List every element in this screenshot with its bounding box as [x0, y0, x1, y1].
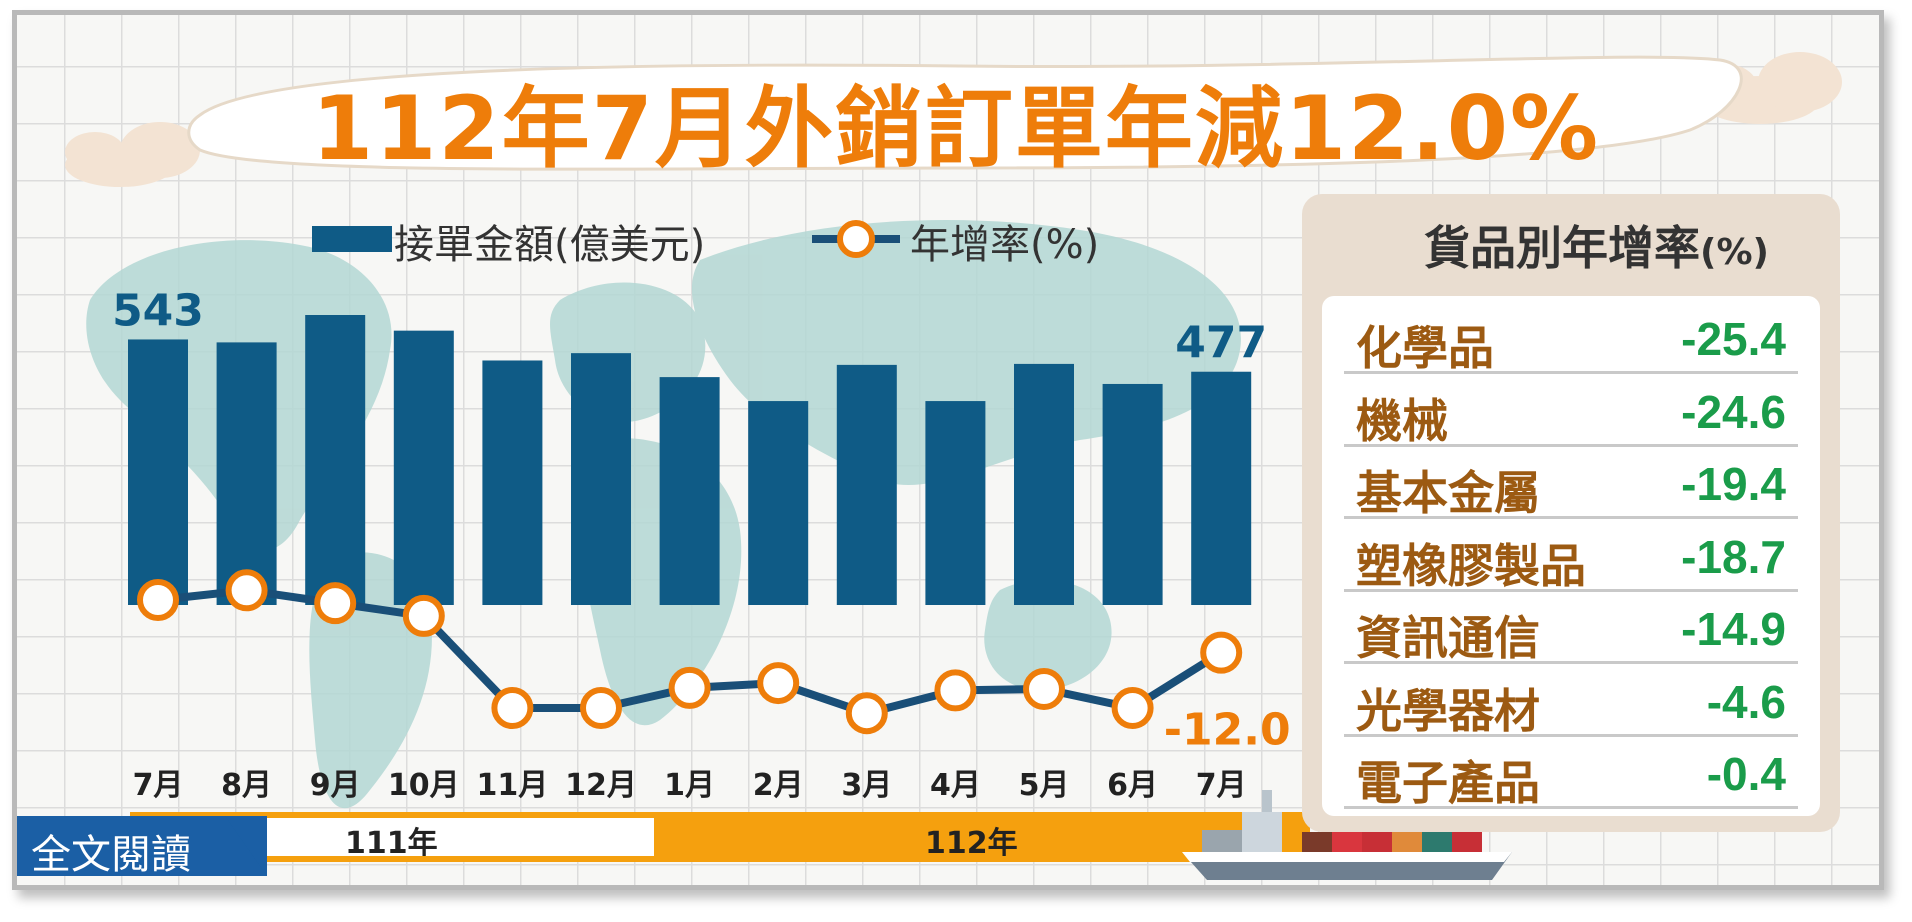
bar-11	[1102, 383, 1163, 605]
bar-3	[393, 330, 454, 605]
commodity-growth-value: -25.4	[1681, 313, 1786, 365]
commodity-growth-value: -24.6	[1681, 385, 1786, 438]
bar-7	[748, 401, 809, 605]
read-full-text-label: 全文閱讀	[31, 832, 191, 878]
page-title: 112年7月外銷訂單年減12.0%	[311, 77, 1601, 180]
commodity-growth-value: -19.4	[1681, 458, 1786, 510]
bar-5	[571, 353, 631, 605]
panel-table: 化學品 -25.4 機械 -24.6 基本金屬 -19.4 塑橡膠製品 -18.7 資訊通信 -1…	[1322, 296, 1820, 816]
commodity-name: 基本金屬	[1356, 466, 1540, 520]
x-tick-label-2: 9月	[310, 768, 361, 803]
commodity-name: 機械	[1356, 393, 1448, 448]
panel-title-unit: (%)	[1700, 232, 1769, 273]
panel-row: 化學品 -25.4	[1322, 302, 1820, 375]
x-tick-label-7: 2月	[753, 768, 804, 803]
x-tick-label-11: 6月	[1107, 768, 1158, 803]
rate-point-1	[225, 569, 268, 612]
bar-0	[128, 339, 188, 605]
panel-row: 基本金屬 -19.4	[1322, 447, 1820, 520]
data-label-0: 543	[112, 285, 204, 336]
cargo-ship-illustration	[1182, 790, 1512, 880]
row-divider	[1344, 733, 1798, 737]
panel-title: 貨品別年增率(%)	[1424, 212, 1769, 278]
x-tick-label-0: 7月	[133, 768, 184, 803]
cloud-left	[65, 122, 200, 187]
bar-series	[128, 315, 1252, 605]
commodity-name: 資訊通信	[1356, 611, 1540, 665]
x-tick-label-5: 12月	[565, 768, 637, 803]
bar-12	[1191, 371, 1252, 605]
year-label-112: 112年	[925, 826, 1018, 861]
panel-row: 電子產品 -0.4	[1322, 737, 1820, 810]
x-tick-label-6: 1月	[664, 768, 715, 803]
x-tick-label-9: 4月	[930, 768, 981, 803]
rate-point-11	[1111, 687, 1154, 729]
x-tick-label-10: 5月	[1019, 768, 1070, 803]
rate-point-6	[668, 666, 711, 709]
commodity-growth-panel: 貨品別年增率(%) 化學品 -25.4 機械 -24.6 基本金屬 -19.4 塑橡膠製品 -…	[1302, 194, 1840, 832]
x-axis-ticks: 7月 8月 9月 10月 11月 12月 1月 2月 3月 4月 5月 6月 7月	[133, 768, 1247, 803]
rate-point-10	[1023, 667, 1065, 710]
panel-title-text: 貨品別年增率	[1424, 221, 1700, 275]
rate-point-2	[314, 582, 357, 625]
year-timeline: 111年 112年	[130, 812, 1310, 862]
data-label-1: 477	[1175, 318, 1267, 369]
rate-point-8	[845, 692, 888, 735]
row-divider	[1344, 516, 1798, 519]
row-divider	[1344, 371, 1798, 374]
bar-6	[659, 377, 720, 605]
row-divider	[1344, 806, 1798, 809]
x-tick-label-12: 7月	[1196, 768, 1247, 803]
rate-point-9	[934, 669, 977, 712]
row-divider	[1344, 661, 1798, 664]
legend-line-swatch	[812, 220, 900, 258]
x-tick-label-3: 10月	[388, 768, 460, 803]
legend-bar-label: 接單金額(億美元)	[394, 222, 706, 268]
bar-10	[1014, 363, 1074, 605]
read-full-text-button[interactable]: 全文閱讀	[17, 816, 267, 878]
bar-2	[305, 315, 366, 605]
bar-1	[216, 342, 277, 605]
panel-row: 機械 -24.6	[1322, 375, 1820, 448]
bar-8	[836, 364, 897, 605]
x-tick-label-1: 8月	[221, 768, 272, 803]
panel-row: 塑橡膠製品 -18.7	[1322, 520, 1820, 593]
rate-point-5	[580, 687, 622, 729]
bar-4	[482, 360, 543, 605]
commodity-growth-value: -4.6	[1706, 675, 1786, 728]
rate-point-0	[137, 579, 179, 621]
commodity-growth-value: -0.4	[1706, 748, 1786, 800]
data-labels: 543 477 -12.0	[112, 285, 1291, 755]
legend-line-label: 年增率(%)	[910, 222, 1100, 268]
line-series	[137, 569, 1243, 735]
commodity-name: 化學品	[1356, 321, 1494, 375]
data-label-2: -12.0	[1164, 705, 1291, 756]
rate-point-4	[491, 687, 534, 729]
commodity-growth-value: -18.7	[1681, 530, 1786, 583]
x-tick-label-8: 3月	[841, 768, 892, 803]
title-ribbon	[187, 55, 1743, 171]
year-label-111: 111年	[345, 826, 438, 861]
title-area: 112年7月外銷訂單年減12.0%	[0, 0, 1912, 190]
panel-row: 光學器材 -4.6	[1322, 665, 1820, 738]
x-tick-label-4: 11月	[477, 768, 549, 803]
panel-row: 資訊通信 -14.9	[1322, 592, 1820, 665]
commodity-name: 塑橡膠製品	[1356, 538, 1586, 593]
legend-bar-swatch	[312, 226, 392, 252]
rate-point-7	[757, 662, 800, 705]
commodity-name: 光學器材	[1356, 683, 1540, 738]
row-divider	[1344, 588, 1798, 592]
bar-9	[925, 401, 986, 605]
rate-point-12	[1200, 631, 1243, 674]
commodity-growth-value: -14.9	[1681, 603, 1786, 655]
row-divider	[1344, 443, 1798, 447]
rate-point-3	[402, 594, 445, 637]
read-button-shape	[17, 816, 267, 876]
commodity-name: 電子產品	[1356, 756, 1540, 810]
